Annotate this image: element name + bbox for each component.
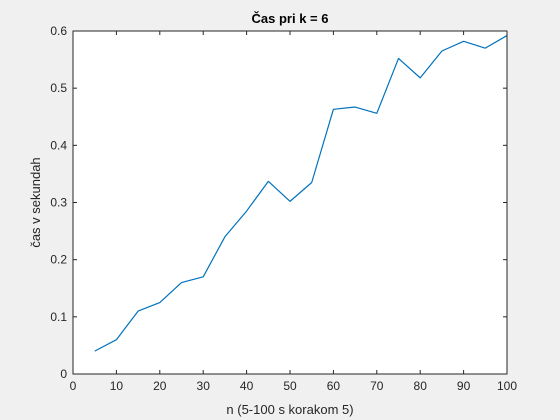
x-tick-label: 100 xyxy=(497,379,517,393)
data-point xyxy=(202,275,205,278)
y-axis-label: čas v sekundah xyxy=(28,157,43,247)
data-point xyxy=(440,50,443,53)
y-tick-label: 0.5 xyxy=(50,81,67,95)
data-point xyxy=(137,310,140,313)
data-point xyxy=(115,338,118,341)
x-tick-label: 80 xyxy=(414,379,428,393)
data-point xyxy=(267,180,270,183)
axes-box xyxy=(72,30,508,375)
y-tick-label: 0 xyxy=(60,367,67,381)
data-point xyxy=(158,301,161,304)
y-tick-label: 0.6 xyxy=(50,24,67,38)
ticks: 0 10 20 30 40 50 60 70 80 90 100 0 0.1 0.2 0.3 0.4 0.5 0.… xyxy=(50,24,517,393)
x-tick-label: 10 xyxy=(110,379,124,393)
series-line xyxy=(94,35,508,352)
x-tick-label: 30 xyxy=(197,379,211,393)
data-point xyxy=(397,57,400,60)
x-tick-label: 70 xyxy=(370,379,384,393)
x-tick-label: 20 xyxy=(153,379,167,393)
data-point xyxy=(332,108,335,111)
plot-area xyxy=(73,31,507,374)
data-point xyxy=(375,112,378,115)
data-point xyxy=(223,235,226,238)
x-tick-label: 50 xyxy=(283,379,297,393)
x-tick-label: 90 xyxy=(457,379,471,393)
y-tick-label: 0.2 xyxy=(50,253,67,267)
x-tick-label: 40 xyxy=(240,379,254,393)
data-point xyxy=(289,200,292,203)
chart-title: Čas pri k = 6 xyxy=(252,11,329,26)
data-point xyxy=(354,106,357,109)
data-point xyxy=(462,40,465,43)
data-point xyxy=(180,281,183,284)
series-layer xyxy=(93,35,508,353)
y-tick-label: 0.3 xyxy=(50,196,67,210)
y-tick-label: 0.1 xyxy=(50,310,67,324)
x-tick-label: 60 xyxy=(327,379,341,393)
data-point xyxy=(310,181,313,184)
data-point xyxy=(245,210,248,213)
data-point xyxy=(419,76,422,79)
x-tick-label: 0 xyxy=(70,379,77,393)
y-tick-label: 0.4 xyxy=(50,138,67,152)
data-point xyxy=(93,350,96,353)
x-axis-label: n (5-100 s korakom 5) xyxy=(226,402,353,417)
data-point xyxy=(484,47,487,50)
